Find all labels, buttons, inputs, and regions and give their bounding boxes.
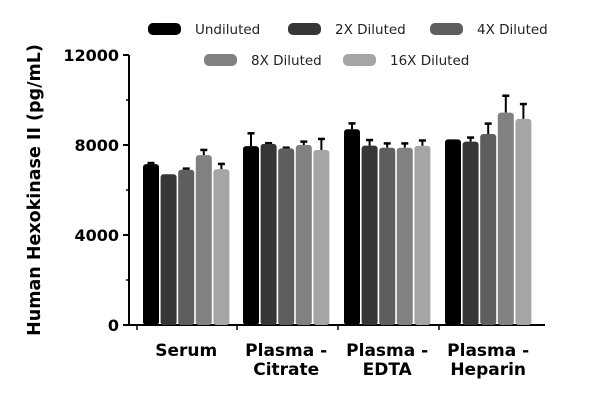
legend-swatch xyxy=(430,23,463,35)
bar-undiluted xyxy=(243,146,259,325)
bar-undiluted xyxy=(445,139,461,325)
category-label: Heparin xyxy=(450,360,526,380)
legend-swatch xyxy=(288,23,321,35)
category-label: Plasma - xyxy=(447,341,529,361)
bars xyxy=(143,94,532,326)
bar-2x-diluted xyxy=(260,143,277,325)
bar-4x-diluted xyxy=(379,147,396,325)
bar-4x-diluted xyxy=(480,133,497,325)
legend-label: 16X Diluted xyxy=(390,53,469,69)
bar-undiluted xyxy=(344,129,360,325)
bar-2x-diluted xyxy=(462,141,479,325)
bar-8x-diluted xyxy=(295,145,312,325)
legend-label: 4X Diluted xyxy=(477,22,548,38)
category-label: Plasma - xyxy=(245,341,327,361)
legend-swatch xyxy=(204,54,237,66)
bar-16x-diluted xyxy=(213,169,230,325)
y-tick-label: 12000 xyxy=(63,46,119,65)
category-label: Plasma - xyxy=(346,341,428,361)
bar-2x-diluted xyxy=(160,174,177,325)
bar-16x-diluted xyxy=(515,118,532,326)
bar-2x-diluted xyxy=(361,145,378,325)
y-axis-label: Human Hexokinase II (pg/mL) xyxy=(25,44,45,336)
bar-4x-diluted xyxy=(278,148,295,325)
legend-label: 8X Diluted xyxy=(251,53,322,69)
legend-swatch xyxy=(343,54,376,66)
legend-swatch xyxy=(148,23,181,35)
legend: Undiluted 2X Diluted 4X Diluted 8X Diluted 1… xyxy=(148,22,548,69)
bar-4x-diluted xyxy=(178,169,195,325)
bar-16x-diluted xyxy=(313,149,330,325)
y-tick-label: 0 xyxy=(108,316,119,335)
bar-undiluted xyxy=(143,164,159,325)
y-tick-label: 8000 xyxy=(74,136,119,155)
legend-label: Undiluted xyxy=(195,22,260,38)
category-label: EDTA xyxy=(363,360,413,380)
y-tick-label: 4000 xyxy=(74,226,119,245)
bar-8x-diluted xyxy=(497,112,514,325)
bar-8x-diluted xyxy=(195,155,212,325)
bar-16x-diluted xyxy=(414,145,431,325)
category-label: Citrate xyxy=(253,360,319,380)
category-label: Serum xyxy=(155,341,217,361)
bar-8x-diluted xyxy=(396,147,413,325)
legend-label: 2X Diluted xyxy=(335,22,406,38)
axes: 0 4000 8000 12000 xyxy=(63,46,545,335)
